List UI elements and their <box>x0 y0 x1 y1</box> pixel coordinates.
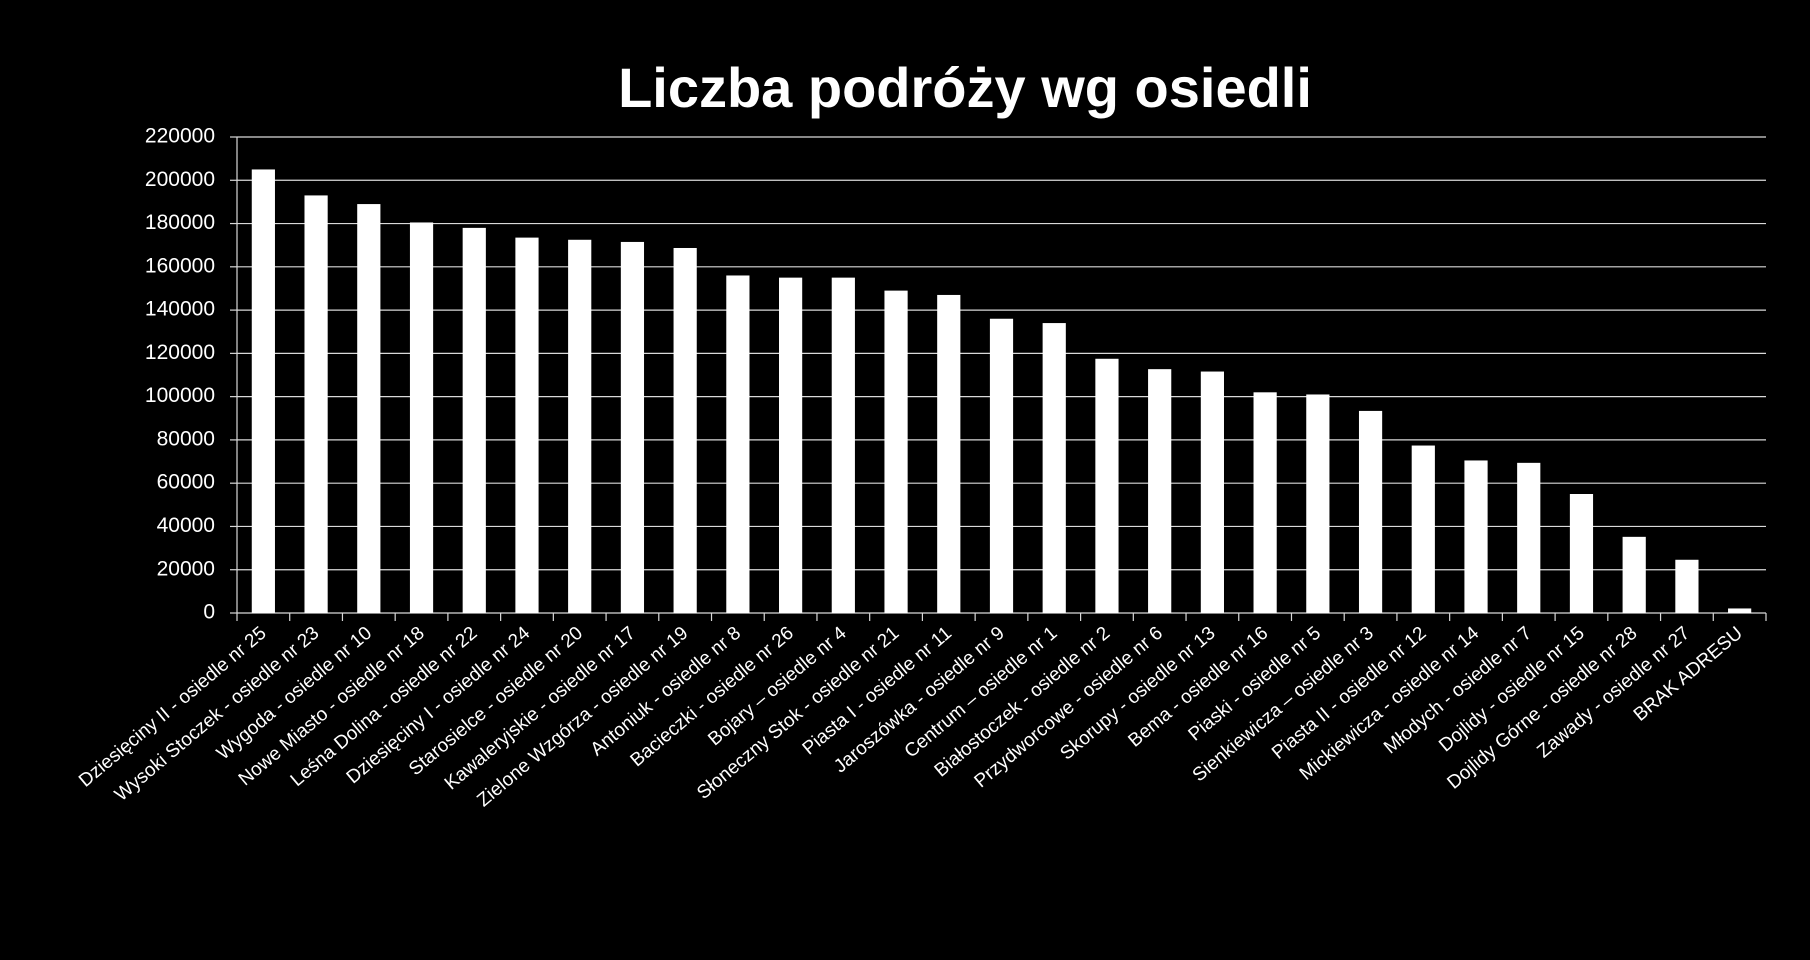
bar <box>726 275 750 613</box>
y-tick-label: 140000 <box>145 298 215 321</box>
y-tick-label: 200000 <box>145 168 215 191</box>
y-tick-label: 220000 <box>145 125 215 148</box>
bar <box>1095 358 1119 613</box>
y-tick-label: 40000 <box>157 514 215 537</box>
bar <box>515 237 539 614</box>
bar <box>620 241 645 613</box>
y-tick-label: 160000 <box>145 254 215 277</box>
bar <box>251 169 275 614</box>
bar <box>1464 460 1488 613</box>
bar <box>304 195 328 613</box>
y-tick-label: 100000 <box>145 384 215 407</box>
bar <box>831 277 855 613</box>
bar <box>357 204 381 613</box>
bar <box>1675 559 1699 613</box>
bar <box>1306 394 1330 613</box>
y-tick-label: 60000 <box>157 471 215 494</box>
bar <box>568 239 592 614</box>
bar <box>1728 608 1752 613</box>
bar <box>1622 536 1646 613</box>
y-tick-label: 80000 <box>157 427 215 450</box>
chart-title: Liczba podróży wg osiedli <box>618 56 1312 119</box>
bar <box>884 290 908 613</box>
y-tick-label: 180000 <box>145 211 215 234</box>
bar <box>779 277 803 613</box>
bar <box>409 222 434 614</box>
bar <box>1569 494 1594 613</box>
bar <box>989 318 1014 613</box>
bar <box>1148 369 1172 613</box>
bar <box>1517 462 1541 613</box>
bar <box>673 247 697 613</box>
y-tick-label: 20000 <box>157 557 215 580</box>
bar <box>1042 323 1066 613</box>
y-tick-label: 120000 <box>145 341 215 364</box>
bar <box>1253 392 1277 613</box>
bar <box>1200 371 1224 613</box>
bar <box>1411 445 1435 613</box>
bar <box>937 294 961 613</box>
y-tick-label: 0 <box>203 601 215 624</box>
bar <box>462 227 486 613</box>
bar <box>1358 410 1383 613</box>
